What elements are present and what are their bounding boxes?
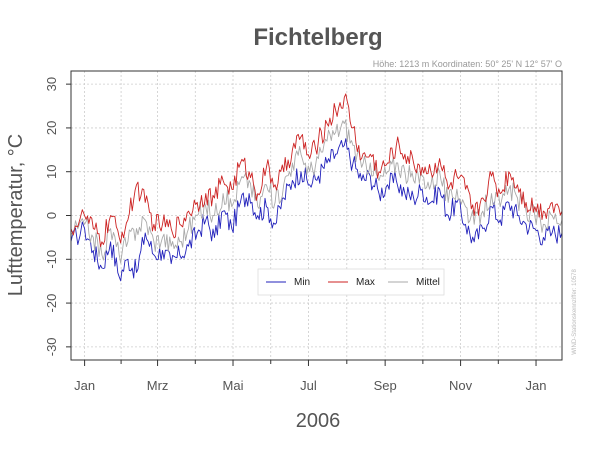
y-tick-label: -10 bbox=[44, 250, 59, 269]
station-credit: WIND-Stationskennziffer: 10578 bbox=[572, 269, 578, 355]
series-line-mittel bbox=[70, 119, 563, 264]
chart-title: Fichtelberg bbox=[253, 24, 382, 51]
x-tick-label: Jan bbox=[526, 378, 547, 393]
x-tick-label: Jan bbox=[74, 378, 95, 393]
y-axis-ticks: 30 20 10 0 -10 -20 -30 bbox=[44, 77, 71, 356]
y-tick-label: 20 bbox=[44, 121, 59, 135]
y-axis-label: Lufttemperatur, °C bbox=[5, 134, 27, 297]
x-tick-label: Nov bbox=[449, 378, 473, 393]
grid bbox=[71, 71, 562, 360]
y-tick-label: 30 bbox=[44, 77, 59, 91]
y-tick-label: -20 bbox=[44, 294, 59, 313]
x-tick-label: Mai bbox=[223, 378, 244, 393]
legend-box bbox=[257, 268, 445, 296]
y-tick-label: -30 bbox=[44, 337, 59, 356]
series-lines bbox=[70, 93, 563, 282]
legend-label-max: Max bbox=[356, 277, 375, 288]
chart-subtitle: Höhe: 1213 m Koordinaten: 50° 25' N 12° … bbox=[373, 59, 562, 69]
x-tick-label: Mrz bbox=[147, 378, 169, 393]
legend-label-min: Min bbox=[294, 277, 310, 288]
x-tick-label: Jul bbox=[300, 378, 317, 393]
legend: Min Max Mittel bbox=[257, 268, 445, 296]
x-axis-ticks: Jan Mrz Mai Jul Sep Nov Jan bbox=[74, 360, 547, 393]
y-tick-label: 0 bbox=[44, 212, 59, 219]
legend-label-mittel: Mittel bbox=[416, 277, 440, 288]
x-tick-label: Sep bbox=[374, 378, 397, 393]
series-line-max bbox=[70, 93, 563, 248]
y-tick-label: 10 bbox=[44, 164, 59, 178]
x-axis-label: 2006 bbox=[296, 410, 341, 432]
